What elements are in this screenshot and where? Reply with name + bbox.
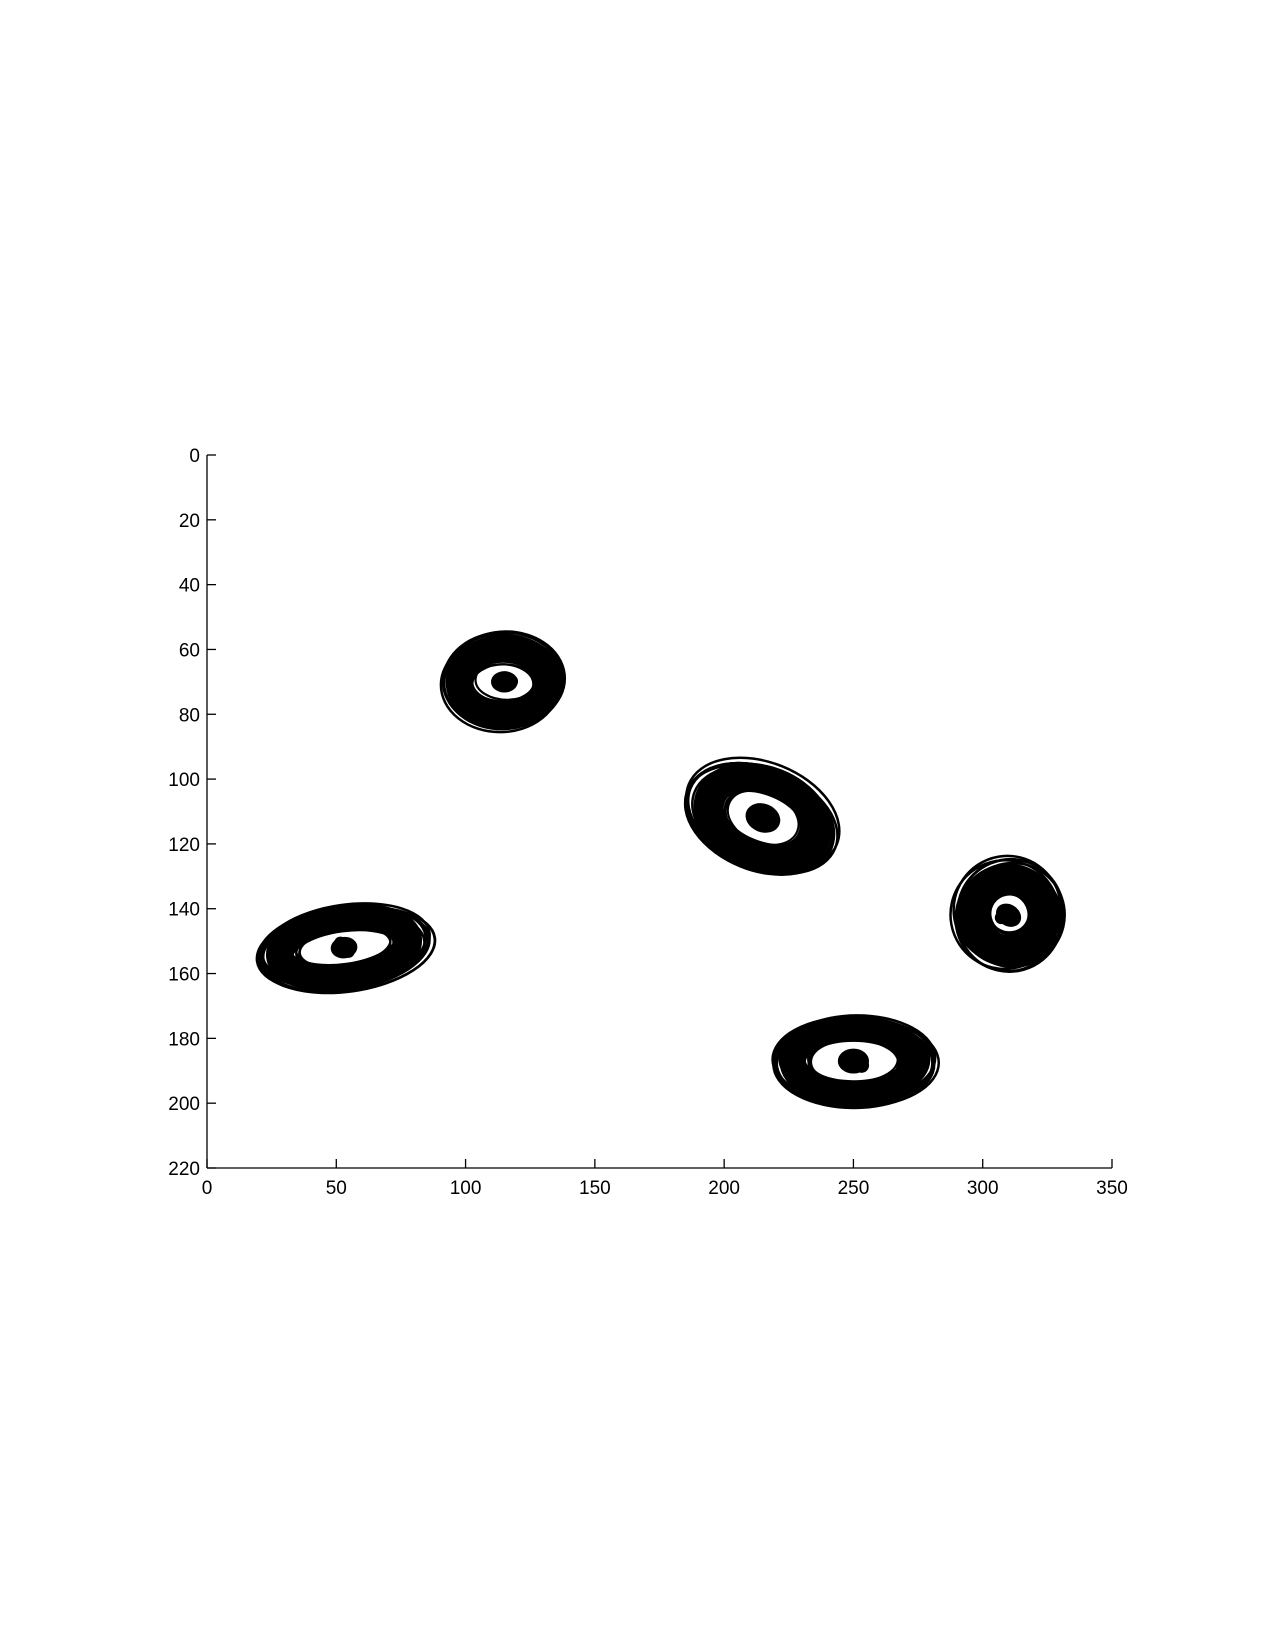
y-tick-label: 60 [179, 640, 200, 661]
contour-line [471, 663, 537, 706]
y-tick-label: 0 [189, 446, 200, 467]
contour-line [956, 865, 1064, 973]
y-tick-label: 200 [168, 1094, 200, 1115]
contour-core-blob [334, 936, 347, 950]
contour-band [956, 863, 1061, 967]
x-tick-label: 300 [967, 1178, 999, 1199]
contour-band [265, 903, 423, 992]
y-tick-label: 180 [168, 1029, 200, 1050]
y-tick-label: 140 [168, 900, 200, 921]
contour-line [446, 634, 564, 729]
contour-line [442, 636, 561, 731]
contour-band [693, 762, 833, 874]
contour-line [723, 788, 802, 848]
contour-core-blob [505, 674, 519, 688]
contour-line [772, 1019, 936, 1110]
x-axis-ticks: 0 50 100 150 200 250 300 350 [202, 1159, 1128, 1199]
contour-line [295, 923, 392, 968]
y-tick-label: 160 [168, 965, 200, 986]
contour-core-blob [749, 806, 767, 824]
contour-line [956, 857, 1065, 967]
contour-core-blob [994, 911, 1008, 925]
contour-line [691, 765, 839, 875]
contour-band [779, 1015, 928, 1107]
contour-line [469, 660, 536, 703]
contour-line [808, 1036, 901, 1086]
contour-cluster [771, 1014, 941, 1110]
y-tick-label: 120 [168, 835, 200, 856]
y-axis-ticks: 0 20 40 60 80 100 120 140 160 180 200 220 [168, 446, 216, 1180]
x-tick-label: 0 [202, 1178, 213, 1199]
contour-core-blob [342, 945, 355, 958]
y-tick-label: 20 [179, 511, 200, 532]
x-tick-label: 150 [579, 1178, 611, 1199]
x-tick-label: 200 [708, 1178, 740, 1199]
y-tick-label: 40 [179, 576, 200, 597]
contour-core-blob [494, 672, 508, 686]
x-tick-label: 100 [450, 1178, 482, 1199]
contour-line [258, 910, 426, 994]
contour-cluster [255, 902, 437, 995]
x-tick-label: 350 [1096, 1178, 1128, 1199]
x-tick-label: 250 [838, 1178, 870, 1199]
contour-line [686, 761, 835, 872]
contour-core-blob [849, 1056, 865, 1072]
x-tick-label: 50 [326, 1178, 347, 1199]
contour-band [447, 636, 562, 728]
contour-cluster [949, 854, 1066, 973]
contour-line [474, 659, 540, 701]
contour-cluster [683, 756, 841, 876]
contour-line [778, 1014, 937, 1102]
contour-line [988, 892, 1033, 936]
y-tick-label: 100 [168, 770, 200, 791]
y-tick-label: 80 [179, 705, 200, 726]
contour-line [298, 925, 395, 970]
plot-area [255, 630, 1066, 1110]
contour-cluster [439, 630, 567, 734]
y-tick-label: 220 [168, 1159, 200, 1180]
